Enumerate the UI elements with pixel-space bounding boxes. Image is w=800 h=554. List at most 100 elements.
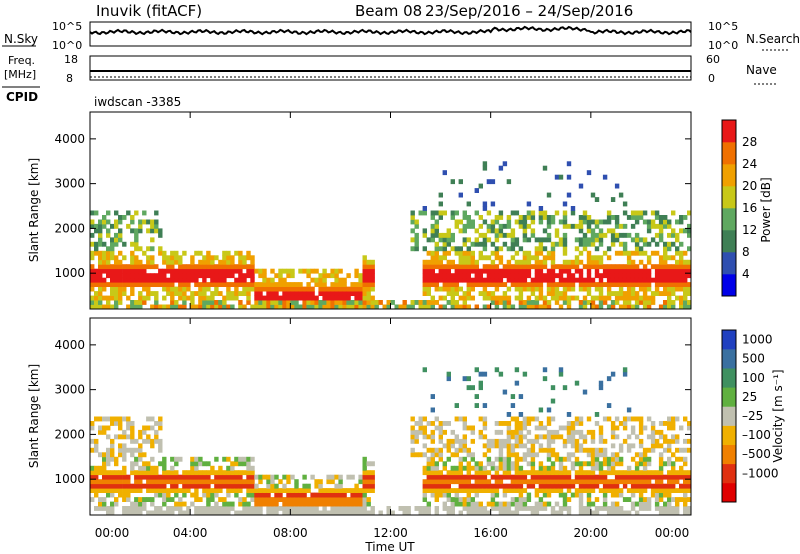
heatmap-cell — [118, 492, 123, 498]
heatmap-cell — [486, 223, 492, 229]
heatmap-cell — [663, 250, 668, 256]
heatmap-cell — [650, 277, 656, 283]
heatmap-cell — [494, 232, 500, 238]
heatmap-cell — [126, 474, 131, 480]
heatmap-cell — [298, 510, 303, 516]
heatmap-cell — [94, 506, 99, 511]
heatmap-cell — [210, 492, 215, 498]
heatmap-cell — [126, 483, 131, 489]
heatmap-cell — [494, 443, 500, 449]
heatmap-cell — [526, 479, 532, 485]
heatmap-cell — [214, 483, 219, 489]
heatmap-cell — [458, 501, 463, 507]
heatmap-cell — [338, 295, 343, 301]
heatmap-cell — [114, 291, 119, 296]
heatmap-cell — [434, 461, 439, 467]
heatmap-cell — [150, 223, 155, 229]
heatmap-cell — [502, 304, 508, 310]
heatmap-cell — [326, 273, 331, 279]
heatmap-cell — [663, 506, 668, 511]
heatmap-cell — [114, 421, 119, 426]
heatmap-cell — [671, 452, 676, 458]
heatmap-cell — [126, 223, 131, 229]
heatmap-cell — [266, 304, 271, 310]
heatmap-cell — [510, 264, 516, 270]
heatmap-cell — [154, 210, 159, 216]
heatmap-cell — [646, 470, 652, 476]
x-tick-label: 16:00 — [473, 526, 508, 540]
heatmap-cell — [122, 465, 127, 471]
heatmap-cell — [562, 385, 568, 391]
heatmap-cell — [530, 483, 536, 489]
heatmap-cell — [90, 425, 95, 431]
heatmap-cell — [462, 438, 467, 444]
heatmap-cell — [622, 438, 628, 444]
heatmap-cell — [646, 434, 652, 440]
heatmap-cell — [230, 483, 235, 489]
heatmap-cell — [334, 304, 339, 310]
heatmap-cell — [110, 479, 115, 485]
heatmap-cell — [346, 304, 351, 310]
heatmap-cell — [426, 510, 431, 516]
heatmap-cell — [671, 282, 676, 287]
heatmap-cell — [442, 461, 447, 467]
heatmap-cell — [606, 228, 612, 234]
heatmap-cell — [486, 447, 492, 453]
heatmap-cell — [478, 215, 483, 220]
heatmap-cell — [150, 219, 155, 225]
heatmap-cell — [370, 506, 375, 511]
heatmap-cell — [294, 501, 299, 507]
heatmap-cell — [626, 474, 632, 480]
heatmap-cell — [486, 501, 492, 507]
heatmap-cell — [258, 268, 263, 274]
heatmap-cell — [542, 246, 548, 252]
heatmap-cell — [150, 273, 155, 279]
heatmap-cell — [526, 282, 532, 287]
heatmap-cell — [122, 479, 127, 485]
y-tick-label: 4000 — [54, 132, 85, 146]
heatmap-cell — [510, 255, 516, 261]
heatmap-cell — [618, 223, 624, 229]
heatmap-cell — [683, 304, 688, 310]
heatmap-cell — [526, 201, 532, 207]
heatmap-cell — [566, 438, 572, 444]
heatmap-cell — [466, 255, 471, 261]
heatmap-cell — [562, 237, 568, 243]
heatmap-cell — [178, 259, 183, 265]
heatmap-cell — [578, 479, 584, 485]
heatmap-cell — [510, 246, 516, 252]
heatmap-cell — [102, 456, 107, 462]
heatmap-cell — [490, 241, 496, 247]
heatmap-cell — [514, 264, 520, 270]
heatmap-cell — [158, 474, 163, 480]
heatmap-cell — [98, 452, 103, 458]
heatmap-cell — [642, 241, 648, 247]
heatmap-cell — [302, 506, 307, 511]
heatmap-cell — [438, 255, 443, 261]
heatmap-cell — [590, 264, 596, 270]
heatmap-cell — [658, 492, 664, 498]
heatmap-cell — [106, 282, 111, 287]
heatmap-cell — [222, 479, 227, 485]
heatmap-cell — [362, 264, 367, 270]
heatmap-cell — [338, 282, 343, 287]
heatmap-cell — [234, 461, 239, 467]
heatmap-cell — [634, 300, 640, 305]
heatmap-cell — [602, 479, 608, 485]
heatmap-cell — [675, 438, 680, 444]
heatmap-cell — [422, 286, 427, 292]
heatmap-cell — [594, 237, 600, 243]
heatmap-cell — [546, 282, 552, 287]
heatmap-cell — [430, 255, 435, 261]
heatmap-cell — [498, 438, 504, 444]
heatmap-cell — [522, 456, 528, 462]
heatmap-cell — [150, 497, 155, 502]
heatmap-cell — [606, 510, 612, 516]
heatmap-cell — [683, 250, 688, 256]
heatmap-cell — [310, 510, 315, 516]
heatmap-cell — [438, 232, 443, 238]
heatmap-cell — [98, 497, 103, 502]
heatmap-cell — [98, 291, 103, 296]
heatmap-cell — [446, 443, 451, 449]
heatmap-cell — [526, 215, 532, 220]
